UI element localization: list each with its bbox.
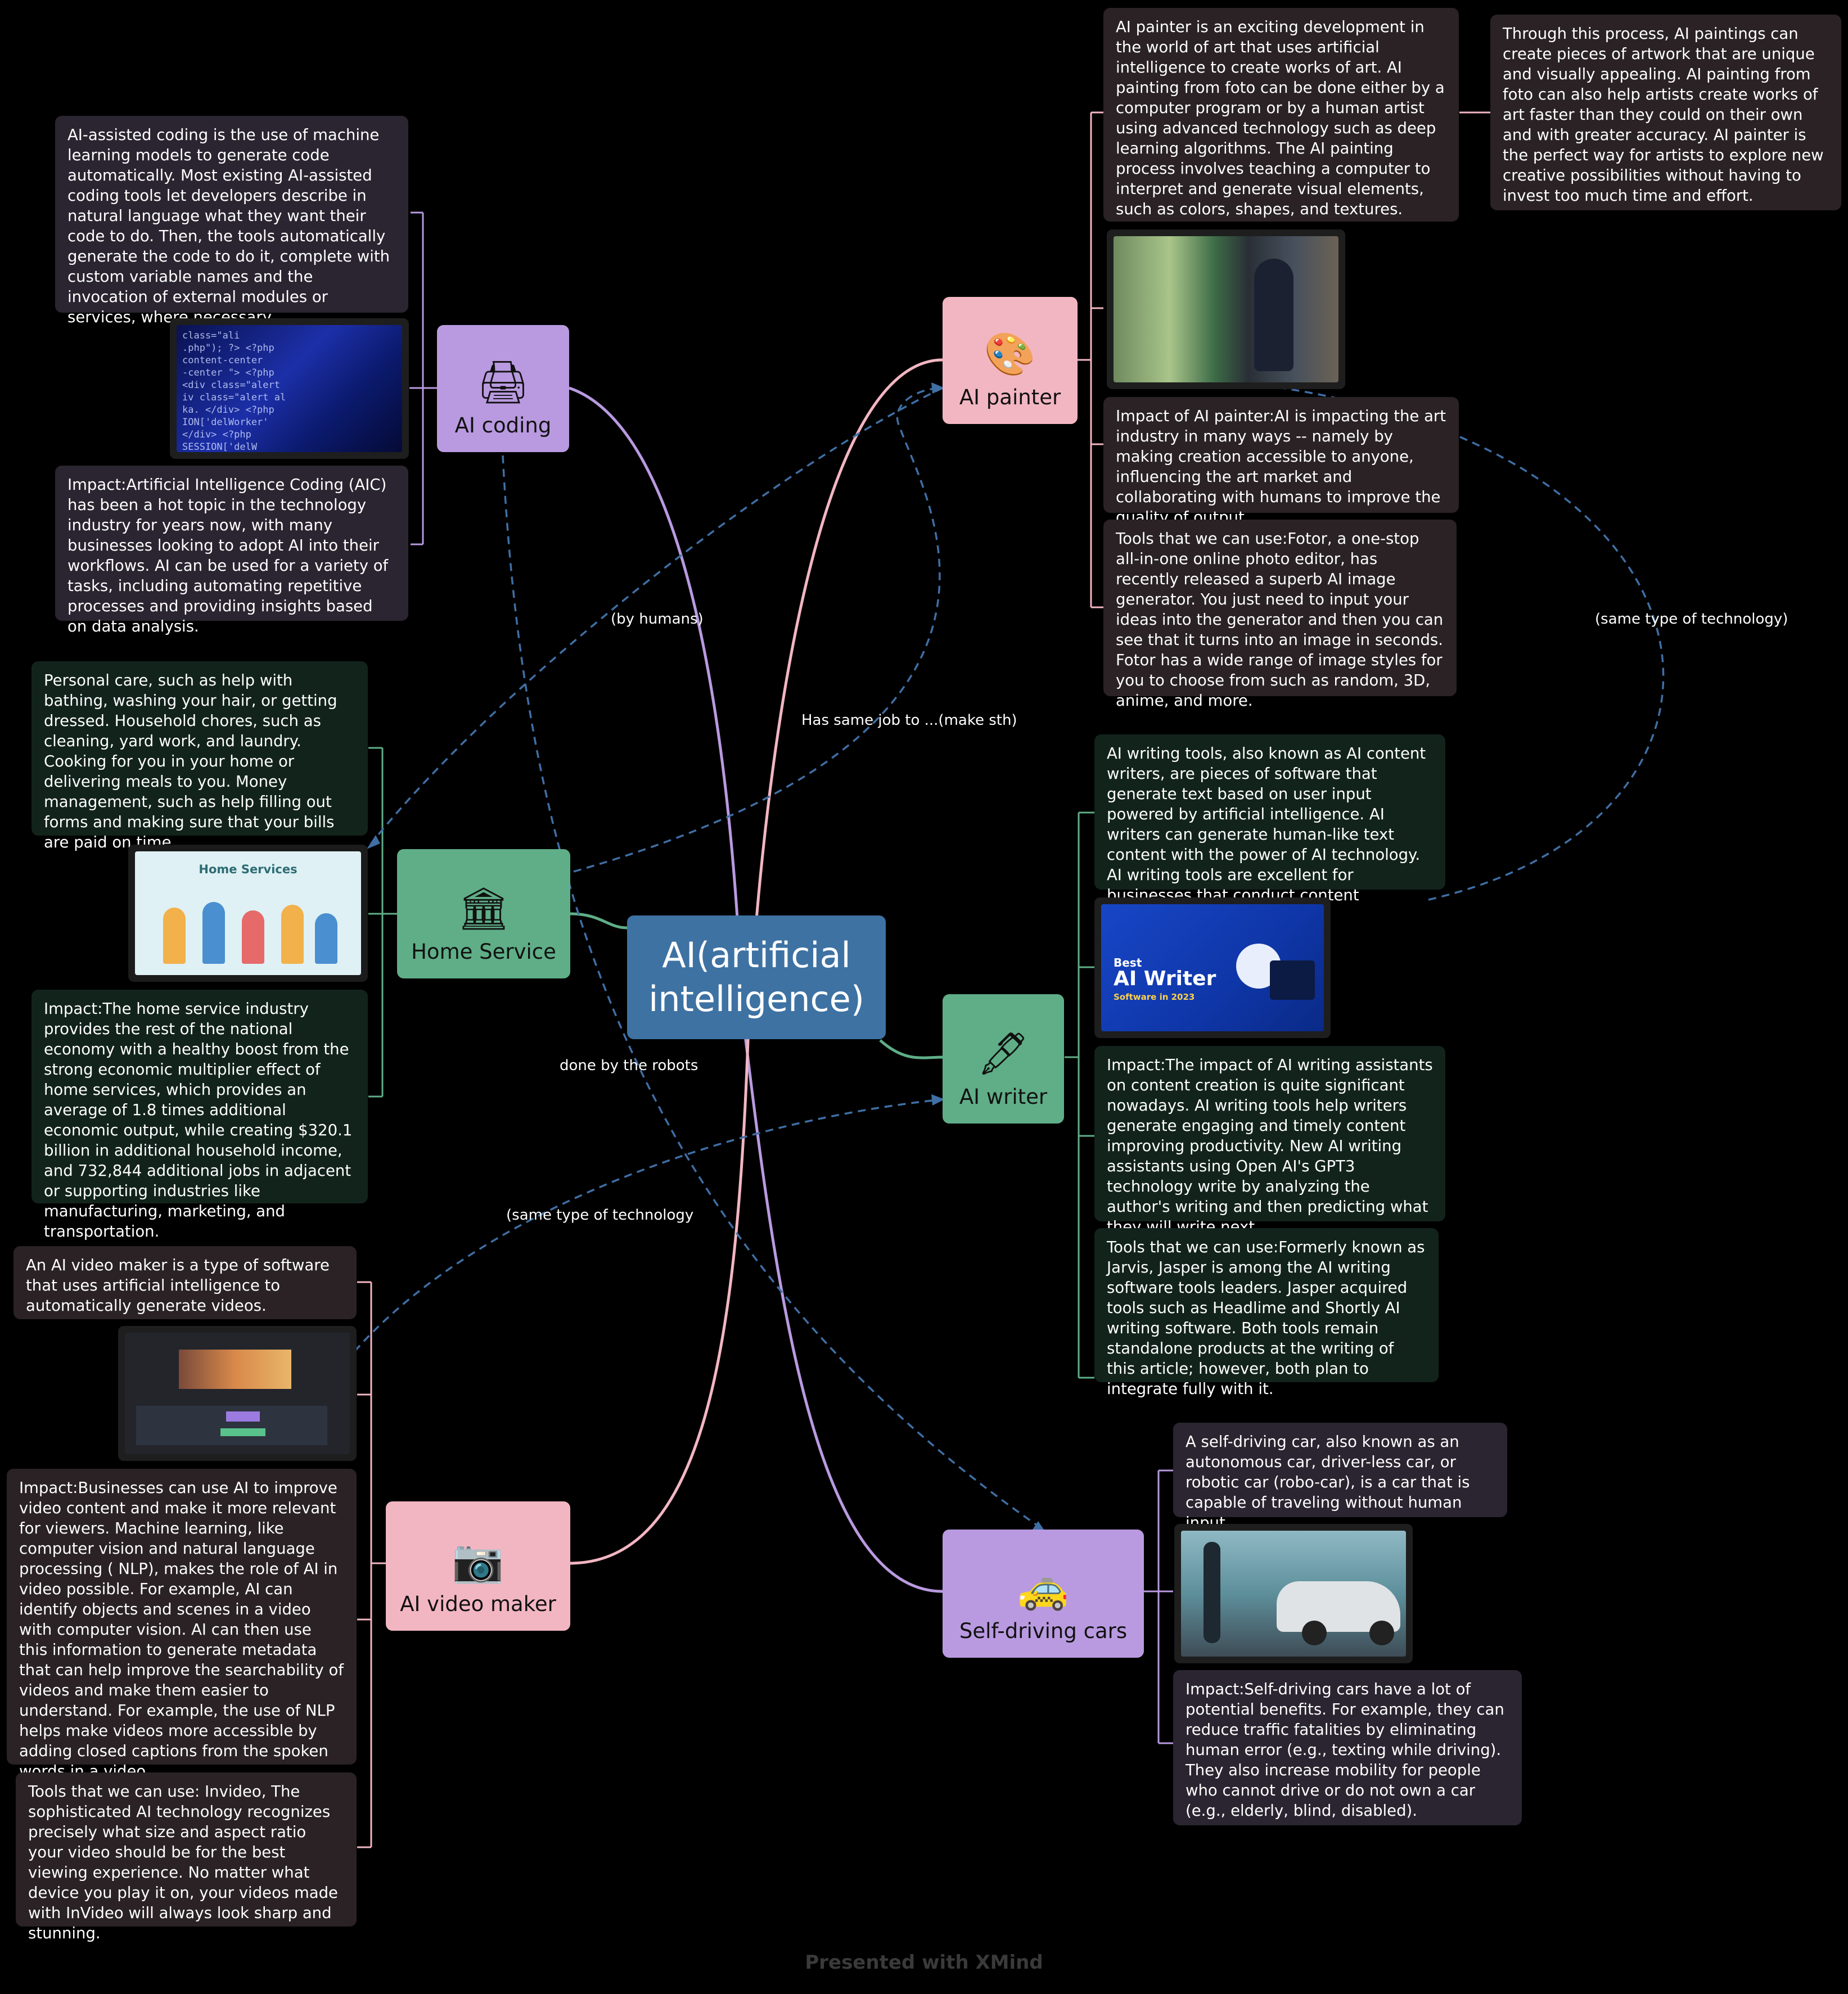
relationship-label-by-humans: (by humans) [611,611,704,628]
topic-self-driving-label: Self-driving cars [959,1619,1128,1643]
writer-banner-big-text: AI Writer [1114,967,1216,990]
image-self-driving-car [1174,1524,1413,1663]
image-home-services: Home Services [128,845,368,982]
note-home-description: Personal care, such as help with bathing… [31,661,368,851]
robot-painter-picture [1114,236,1338,382]
laptop-shape [1270,960,1315,1000]
branch-ai-painter [746,358,943,1041]
note-car-impact: Impact:Self-driving cars have a lot of p… [1173,1670,1522,1825]
note-video-tools: Tools that we can use: Invideo, The soph… [16,1772,357,1942]
relationship-label-same-job: Has same job to ...(make sth) [801,712,1017,729]
image-ai-writer-banner: Best AI Writer Software in 2023 [1094,897,1331,1038]
video-timeline [136,1406,327,1445]
writer-banner-small-text: Best [1114,956,1142,969]
note-painter-impact: Impact of AI painter:AI is impacting the… [1103,397,1459,526]
arrow-head-by-humans [367,835,380,849]
bracket-home-service [368,747,397,1098]
taxi-icon: 🚕 [1017,1564,1070,1612]
topic-ai-video-label: AI video maker [400,1592,556,1616]
image-robot-painter [1107,229,1345,389]
car-wheel-front [1302,1621,1327,1645]
relationship-done-by-robots [502,455,1044,1531]
bracket-ai-video [357,1281,386,1848]
branch-ai-writer [879,1039,943,1059]
note-video-impact: Impact:Businesses can use AI to improve … [7,1469,357,1780]
arrow-head-same-job [931,382,945,394]
topic-ai-painter[interactable]: 🎨 AI painter [943,297,1078,424]
video-editor-picture [125,1333,350,1454]
code-snippet-decoration: class="ali .php"); ?> <?php content-center… [182,330,286,452]
note-video-description: An AI video maker is a type of software … [13,1246,357,1319]
topic-ai-coding[interactable]: 🖨 AI coding [437,325,569,452]
topic-home-service[interactable]: 🏛 Home Service [397,849,570,978]
note-coding-description: AI-assisted coding is the use of machine… [55,116,408,326]
note-writer-tools: Tools that we can use:Formerly known as … [1094,1228,1439,1398]
branch-ai-video [569,1040,750,1565]
video-preview-frame [179,1350,291,1389]
arrow-head-same-tech-left [931,1094,945,1106]
topic-home-service-label: Home Service [411,940,556,964]
note-coding-impact: Impact:Artificial Intelligence Coding (A… [55,466,408,635]
robot-figure-shape [1254,259,1293,371]
note-writer-impact: Impact:The impact of AI writing assistan… [1094,1046,1445,1236]
note-painter-description: AI painter is an exciting development in… [1103,8,1459,222]
branch-ai-coding [569,386,744,1013]
ai-writer-banner-picture: Best AI Writer Software in 2023 [1101,904,1324,1031]
bracket-ai-writer [1065,811,1094,1379]
relationship-label-done-by-robots: done by the robots [560,1057,698,1074]
note-painter-tools: Tools that we can use:Fotor, a one-stop … [1103,520,1457,710]
relationship-same-tech-left [336,1098,943,1373]
writer-banner-sub-text: Software in 2023 [1114,992,1195,1002]
central-topic[interactable]: AI(artificial intelligence) [627,915,886,1039]
relationship-same-job [573,387,943,873]
note-painter-detail: Through this process, AI paintings can c… [1490,15,1841,210]
relationship-label-same-tech-right: (same type of technology) [1595,611,1788,628]
image-video-editor [118,1326,357,1461]
topic-ai-painter-label: AI painter [959,385,1061,409]
bank-building-icon: 🏛 [457,885,510,933]
note-writer-description: AI writing tools, also known as AI conte… [1094,734,1445,924]
note-car-description: A self-driving car, also known as an aut… [1173,1423,1507,1532]
code-screen-picture: class="ali .php"); ?> <?php content-center… [177,325,402,452]
home-services-picture: Home Services [135,851,361,975]
topic-self-driving-cars[interactable]: 🚕 Self-driving cars [943,1530,1144,1658]
topic-ai-writer[interactable]: 🖋 AI writer [943,994,1064,1124]
topic-ai-writer-label: AI writer [959,1085,1048,1109]
image-code-screen: class="ali .php"); ?> <?php content-center… [170,318,409,459]
home-services-figures [157,896,337,964]
pedestrian-shape [1204,1542,1220,1643]
printer-icon: 🖨 [476,358,530,407]
bracket-ai-painter [1078,111,1103,608]
camera-icon: 📷 [452,1537,504,1585]
branch-home-service [569,912,628,930]
footer-credit: Presented with XMind [805,1951,1043,1974]
home-services-banner-title: Home Services [199,863,298,876]
topic-ai-video-maker[interactable]: 📷 AI video maker [386,1501,570,1631]
self-driving-car-picture [1181,1531,1406,1657]
topic-ai-coding-label: AI coding [454,413,552,437]
palette-icon: 🎨 [984,330,1036,378]
fountain-pen-icon: 🖋 [977,1030,1030,1078]
relationship-label-same-tech-left: (same type of technology [506,1207,694,1224]
note-home-impact: Impact:The home service industry provide… [31,990,368,1240]
bracket-self-driving [1143,1469,1173,1744]
bracket-ai-coding [409,211,437,545]
central-topic-line1: AI(artificial [662,935,851,976]
relationship-by-humans [370,387,943,845]
central-topic-line2: intelligence) [648,978,864,1019]
branch-self-driving [741,1012,943,1593]
car-wheel-rear [1369,1621,1394,1645]
